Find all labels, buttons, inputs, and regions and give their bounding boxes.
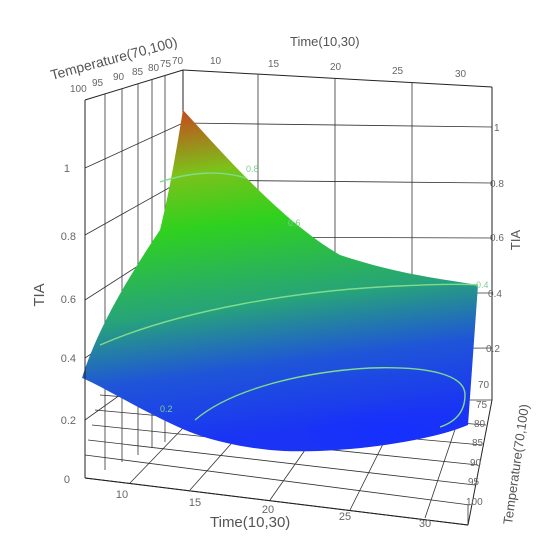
contour-line-0.2	[194, 367, 466, 428]
surface	[82, 110, 479, 452]
y-right-tick-80: 80	[474, 419, 486, 430]
x-tick-30: 30	[419, 518, 431, 530]
top-x-tick-20: 20	[330, 62, 342, 73]
top-x-tick-15: 15	[268, 59, 280, 70]
x-axis-top: 10 15 20 25 30 Time(10,30)	[210, 34, 467, 80]
z-axis-label: TIA	[31, 283, 48, 306]
top-y-tick-95: 95	[92, 78, 104, 89]
z-axis-right: 0.2 0.4 0.6 0.8 1 TIA	[486, 123, 523, 355]
contour-label-0.8: 0.8	[246, 164, 259, 174]
y-axis-top: 100 95 90 85 80 75 70 Temperature(70,100…	[49, 34, 184, 95]
top-x-tick-30: 30	[455, 69, 467, 80]
z-tick-left-2: 0.4	[61, 353, 76, 365]
z-tick-right-0: 0.2	[486, 344, 500, 355]
z-tick-left-3: 0.6	[61, 294, 76, 306]
z-axis-label-right: TIA	[508, 230, 523, 251]
y-right-tick-95: 95	[468, 477, 480, 488]
contour-label-0.6: 0.6	[288, 218, 301, 228]
surface-low-region	[190, 367, 470, 452]
contour-line-0.4	[99, 283, 479, 346]
y-right-tick-75: 75	[476, 400, 488, 411]
top-x-tick-25: 25	[392, 66, 404, 77]
z-tick-left-1: 0.2	[61, 415, 76, 427]
top-x-axis-label: Time(10,30)	[290, 34, 360, 49]
x-axis-label: Time(10,30)	[210, 514, 290, 531]
z-tick-right-4: 1	[494, 123, 500, 134]
z-tick-left-5: 1	[64, 163, 70, 175]
z-tick-right-1: 0.4	[488, 289, 502, 300]
top-x-tick-10: 10	[210, 56, 222, 67]
y-axis-right: 70 75 80 85 90 95 100 Temperature(70,100…	[466, 380, 532, 525]
x-axis-bottom: 10 15 20 25 30 Time(10,30)	[116, 489, 431, 531]
z-tick-left-0: 0	[64, 474, 70, 486]
z-tick-right-3: 0.8	[490, 179, 504, 190]
contour-label-0.2: 0.2	[160, 404, 173, 414]
contour-label-0.4: 0.4	[476, 280, 489, 290]
x-tick-25: 25	[339, 511, 351, 523]
y-right-tick-90: 90	[470, 458, 482, 469]
top-y-tick-70: 70	[172, 56, 184, 67]
x-tick-20: 20	[262, 504, 274, 516]
top-y-tick-85: 85	[132, 67, 144, 78]
x-tick-15: 15	[189, 497, 201, 509]
y-right-tick-70: 70	[478, 380, 490, 391]
z-axis-left: 0 0.2 0.4 0.6 0.8 1 TIA	[31, 163, 76, 486]
y-right-tick-100: 100	[466, 497, 483, 508]
top-y-tick-80: 80	[148, 63, 160, 74]
top-y-tick-90: 90	[113, 72, 125, 83]
top-y-tick-75: 75	[160, 59, 172, 70]
z-tick-left-4: 0.8	[61, 231, 76, 243]
y-right-tick-85: 85	[472, 438, 484, 449]
y-axis-label-right: Temperature(70,100)	[500, 403, 532, 525]
top-y-tick-100: 100	[70, 84, 87, 95]
z-tick-right-2: 0.6	[490, 233, 504, 244]
surface-mesh	[82, 110, 478, 452]
grid-front-edges	[84, 100, 469, 526]
x-tick-10: 10	[116, 489, 128, 501]
contour-line-0.8	[159, 172, 247, 183]
